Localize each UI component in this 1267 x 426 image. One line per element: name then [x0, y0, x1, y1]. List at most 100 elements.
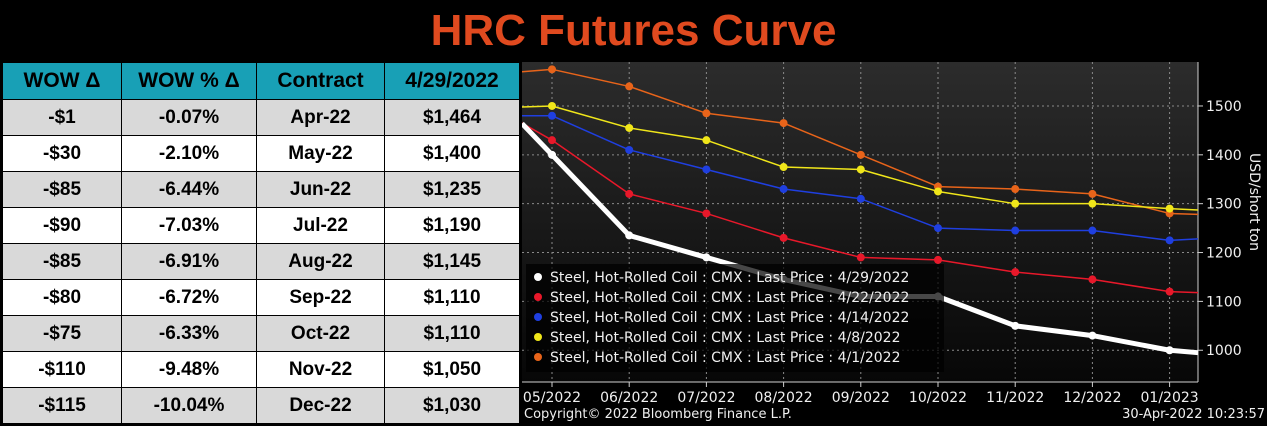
data-point [625, 189, 634, 198]
data-point [702, 209, 711, 218]
y-tick-label: 1100 [1206, 294, 1242, 310]
x-tick-label: 06/2022 [600, 390, 658, 406]
wow-change-cell: -$1 [2, 99, 122, 136]
table-row: -$110 -9.48% Nov-22 $1,050 [2, 351, 520, 388]
data-point [856, 165, 865, 174]
y-tick-label: 1200 [1206, 246, 1242, 262]
x-tick-label: 05/2022 [523, 390, 581, 406]
data-point [702, 165, 711, 174]
x-tick-label: 11/2022 [986, 390, 1044, 406]
data-point [779, 163, 788, 172]
table-header-row: WOW Δ WOW % Δ Contract 4/29/2022 [2, 62, 520, 100]
contract-cell: Apr-22 [256, 99, 385, 136]
x-tick-label: 07/2022 [677, 390, 735, 406]
legend-marker [534, 313, 542, 321]
price-cell: $1,400 [384, 135, 520, 172]
contract-cell: Oct-22 [256, 315, 385, 352]
timestamp-text: 30-Apr-2022 10:23:57 [1122, 407, 1265, 422]
legend-marker [534, 273, 542, 281]
table-row: -$85 -6.91% Aug-22 $1,145 [2, 243, 520, 280]
wow-change-cell: -$85 [2, 171, 122, 208]
data-point [1011, 185, 1020, 194]
header-wow-pct-change: WOW % Δ [121, 62, 257, 100]
data-point [779, 185, 788, 194]
contract-cell: Jul-22 [256, 207, 385, 244]
data-point [1011, 321, 1020, 330]
table-row: -$90 -7.03% Jul-22 $1,190 [2, 207, 520, 244]
x-tick-label: 10/2022 [909, 390, 967, 406]
data-point [1088, 189, 1097, 198]
wow-pct-cell: -7.03% [121, 207, 257, 244]
data-point [625, 82, 634, 91]
data-point [1088, 226, 1097, 235]
data-point [934, 255, 942, 264]
chart-title: HRC Futures Curve [430, 6, 837, 55]
x-tick-label: 09/2022 [832, 390, 890, 406]
data-point [1088, 331, 1097, 340]
data-point [625, 145, 634, 154]
table-row: -$1 -0.07% Apr-22 $1,464 [2, 99, 520, 136]
wow-pct-cell: -6.44% [121, 171, 257, 208]
data-point [1088, 275, 1097, 284]
y-axis-title: USD/short ton [1246, 153, 1262, 251]
data-point [934, 224, 942, 233]
data-point [625, 123, 634, 132]
contract-cell: Nov-22 [256, 351, 385, 388]
data-point [548, 101, 556, 110]
legend-marker [534, 333, 542, 341]
price-cell: $1,110 [384, 315, 520, 352]
wow-pct-cell: -10.04% [121, 387, 257, 424]
table-row: -$80 -6.72% Sep-22 $1,110 [2, 279, 520, 316]
futures-curve-chart: 1000 1100 1200 1300 1400 1500 USD/short ton 05/… [522, 62, 1265, 422]
legend-label: Steel, Hot-Rolled Coil : CMX : Last Pric… [550, 290, 909, 306]
data-point [548, 136, 556, 145]
x-tick-label: 12/2022 [1063, 390, 1121, 406]
legend-marker [534, 293, 542, 301]
legend-label: Steel, Hot-Rolled Coil : CMX : Last Pric… [550, 330, 900, 346]
data-point [1011, 199, 1020, 208]
x-tick-label: 08/2022 [755, 390, 813, 406]
legend-label: Steel, Hot-Rolled Coil : CMX : Last Pric… [550, 350, 900, 366]
data-point [856, 194, 865, 203]
contract-cell: May-22 [256, 135, 385, 172]
wow-change-table: WOW Δ WOW % Δ Contract 4/29/2022 -$1 -0.… [2, 62, 520, 424]
contract-cell: Aug-22 [256, 243, 385, 280]
data-point [1165, 346, 1174, 355]
wow-change-cell: -$90 [2, 207, 122, 244]
price-cell: $1,235 [384, 171, 520, 208]
data-point [1088, 199, 1097, 208]
data-point [548, 111, 556, 120]
y-tick-label: 1400 [1206, 148, 1242, 164]
wow-pct-cell: -9.48% [121, 351, 257, 388]
header-wow-change: WOW Δ [2, 62, 122, 100]
y-tick-label: 1300 [1206, 197, 1242, 213]
data-point [702, 253, 711, 262]
wow-pct-cell: -6.91% [121, 243, 257, 280]
legend-marker [534, 353, 542, 361]
data-point [779, 233, 788, 242]
wow-pct-cell: -6.33% [121, 315, 257, 352]
wow-change-cell: -$80 [2, 279, 122, 316]
data-point [1165, 236, 1174, 245]
header-price-date: 4/29/2022 [384, 62, 520, 100]
legend-box [526, 264, 944, 372]
table-row: -$75 -6.33% Oct-22 $1,110 [2, 315, 520, 352]
data-point [625, 231, 634, 240]
price-cell: $1,145 [384, 243, 520, 280]
data-point [548, 65, 556, 74]
legend-label: Steel, Hot-Rolled Coil : CMX : Last Pric… [550, 270, 909, 286]
table-row: -$115 -10.04% Dec-22 $1,030 [2, 387, 520, 424]
y-tick-label: 1000 [1206, 343, 1242, 359]
price-cell: $1,464 [384, 99, 520, 136]
legend-label: Steel, Hot-Rolled Coil : CMX : Last Pric… [550, 310, 909, 326]
data-point [548, 150, 556, 159]
wow-change-cell: -$115 [2, 387, 122, 424]
y-tick-label: 1500 [1206, 99, 1242, 115]
data-point [1165, 287, 1174, 296]
contract-cell: Sep-22 [256, 279, 385, 316]
table-row: -$30 -2.10% May-22 $1,400 [2, 135, 520, 172]
price-cell: $1,030 [384, 387, 520, 424]
data-point [779, 119, 788, 128]
contract-cell: Jun-22 [256, 171, 385, 208]
wow-pct-cell: -2.10% [121, 135, 257, 172]
